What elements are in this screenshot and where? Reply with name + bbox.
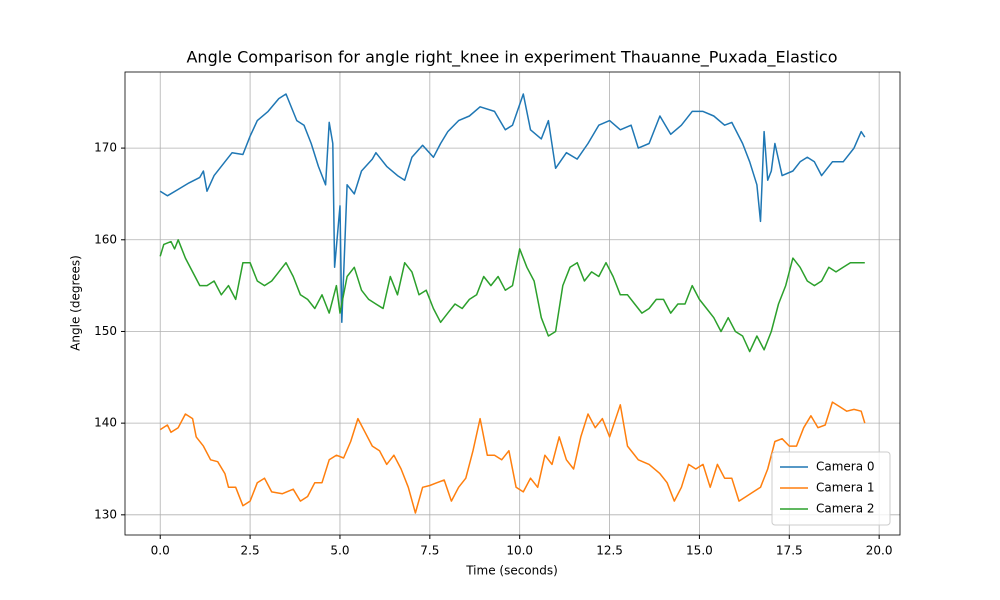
x-tick-label: 0.0	[151, 544, 170, 558]
y-tick-label: 150	[94, 324, 117, 338]
y-tick-label: 160	[94, 232, 117, 246]
x-tick-label: 12.5	[596, 544, 623, 558]
y-tick-label: 170	[94, 141, 117, 155]
legend-box	[771, 451, 891, 526]
series-line	[159, 401, 866, 514]
x-tick-label: 15.0	[686, 544, 713, 558]
x-tick-label: 2.5	[241, 544, 260, 558]
legend-label: Camera 2	[816, 502, 875, 516]
series-line	[159, 239, 865, 353]
y-axis-label: Angle (degrees)	[69, 255, 83, 351]
plot-frame	[124, 71, 901, 536]
y-tick-label: 140	[94, 416, 117, 430]
x-tick-label: 10.0	[506, 544, 533, 558]
y-tick-label: 130	[94, 507, 117, 521]
x-tick-label: 7.5	[420, 544, 439, 558]
x-tick-label: 5.0	[330, 544, 349, 558]
chart-title: Angle Comparison for angle right_knee in…	[186, 48, 837, 68]
legend-label: Camera 0	[816, 460, 875, 474]
series-line	[159, 93, 866, 324]
x-axis-label: Time (seconds)	[465, 564, 558, 578]
legend-label: Camera 1	[816, 481, 875, 495]
x-tick-label: 20.0	[866, 544, 893, 558]
x-tick-label: 17.5	[776, 544, 803, 558]
